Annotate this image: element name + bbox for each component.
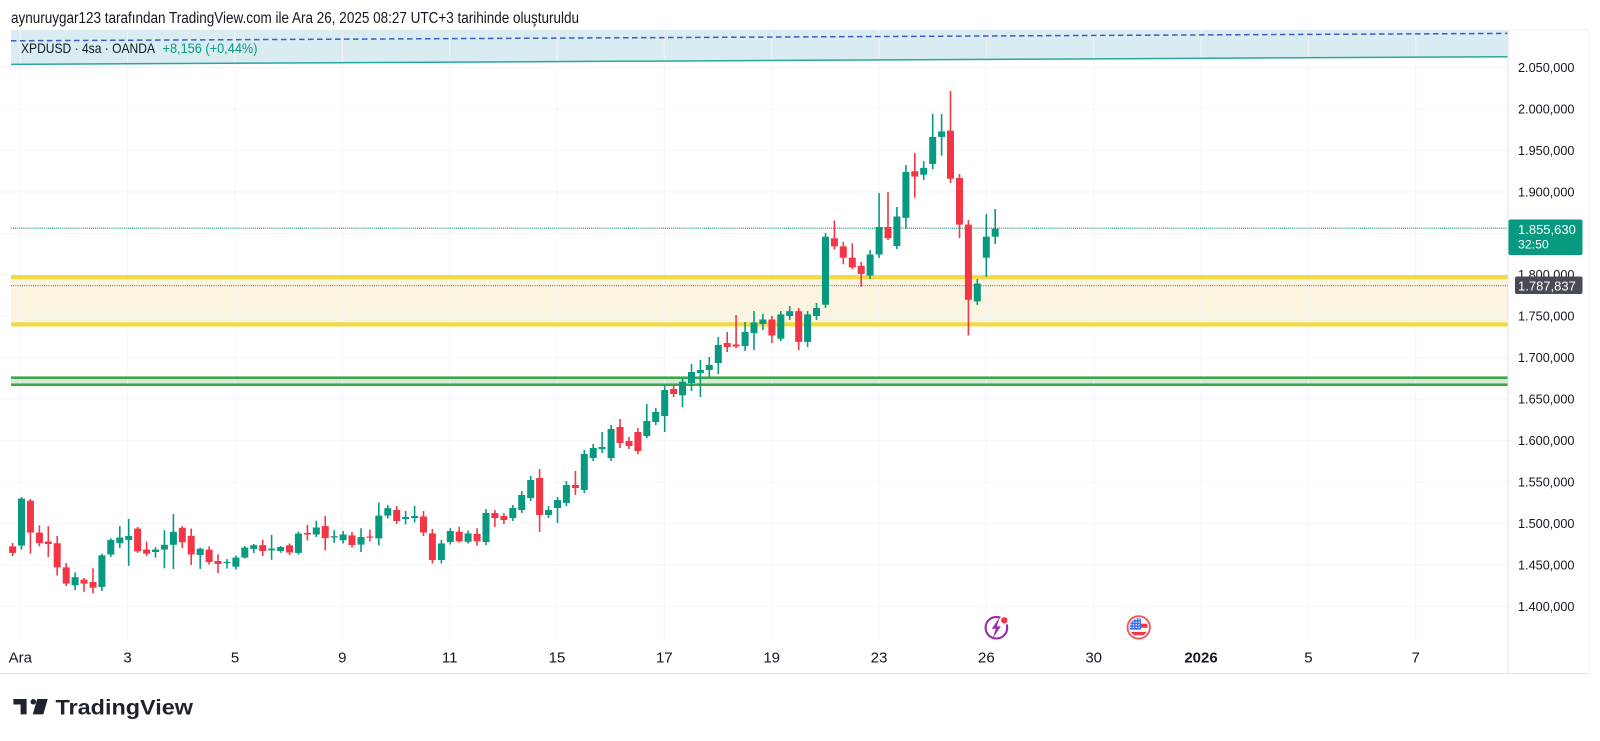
svg-text:2026: 2026 (1184, 650, 1217, 667)
svg-text:11: 11 (442, 650, 458, 667)
svg-text:5: 5 (1304, 650, 1312, 667)
svg-text:+8,156 (+0,44%): +8,156 (+0,44%) (163, 40, 258, 56)
svg-text:XPDUSD · 4sa · OANDA: XPDUSD · 4sa · OANDA (21, 40, 156, 56)
svg-text:1.600,000: 1.600,000 (1518, 434, 1574, 448)
svg-text:30: 30 (1085, 650, 1102, 667)
svg-text:1.900,000: 1.900,000 (1518, 185, 1574, 199)
svg-text:23: 23 (871, 650, 888, 667)
svg-text:5: 5 (231, 650, 239, 667)
svg-text:3: 3 (123, 650, 131, 667)
svg-text:1.550,000: 1.550,000 (1518, 476, 1574, 490)
svg-text:1.650,000: 1.650,000 (1518, 393, 1574, 407)
svg-text:7: 7 (1412, 650, 1420, 667)
svg-text:2.050,000: 2.050,000 (1518, 61, 1574, 75)
svg-text:1.700,000: 1.700,000 (1518, 351, 1574, 365)
svg-text:1.400,000: 1.400,000 (1518, 600, 1574, 614)
svg-text:32:50: 32:50 (1518, 238, 1549, 252)
svg-text:1.855,630: 1.855,630 (1518, 222, 1576, 237)
svg-text:1.500,000: 1.500,000 (1518, 517, 1574, 531)
svg-text:1.450,000: 1.450,000 (1518, 558, 1574, 572)
svg-text:1.787,837: 1.787,837 (1518, 278, 1576, 293)
svg-text:19: 19 (763, 650, 780, 667)
svg-text:1.950,000: 1.950,000 (1518, 144, 1574, 158)
svg-text:15: 15 (549, 650, 566, 667)
svg-text:TradingView: TradingView (56, 696, 194, 720)
svg-text:1.750,000: 1.750,000 (1518, 310, 1574, 324)
svg-text:17: 17 (656, 650, 673, 667)
svg-text:9: 9 (338, 650, 346, 667)
svg-text:aynuruygar123 tarafından Tradi: aynuruygar123 tarafından TradingView.com… (11, 10, 579, 27)
svg-text:Ara: Ara (9, 650, 33, 667)
svg-text:26: 26 (978, 650, 995, 667)
svg-text:2.000,000: 2.000,000 (1518, 103, 1574, 117)
